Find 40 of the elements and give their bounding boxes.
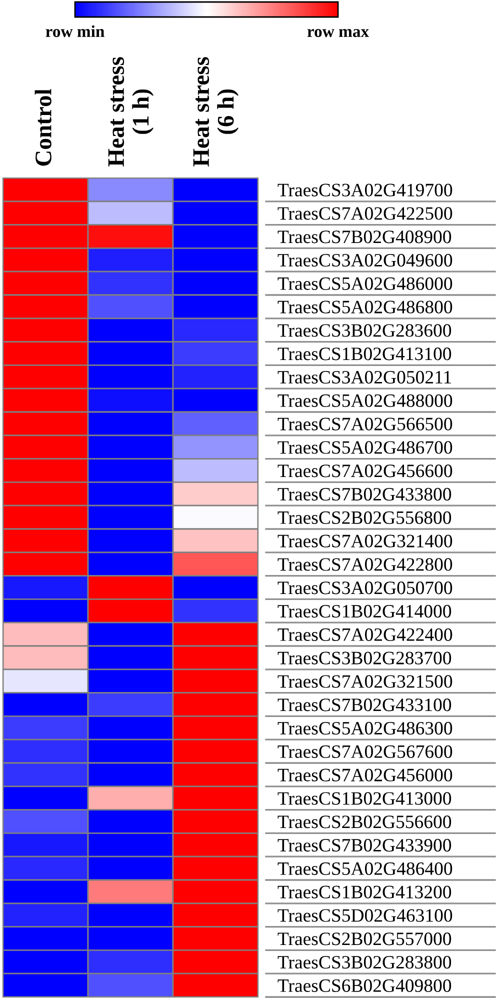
y-tick-label: TraesCS7A02G456600 xyxy=(278,464,452,478)
y-tick-label: TraesCS1B02G413100 xyxy=(278,348,452,360)
y-tick-label: TraesCS3B02G283800 xyxy=(278,956,452,969)
y-tick-label: TraesCS7A02G321400 xyxy=(278,534,452,548)
y-tick-label: TraesCS2B02G557000 xyxy=(278,932,452,946)
y-tick-label: TraesCS5A02G486400 xyxy=(278,862,452,875)
y-tick-label: TraesCS5A02G486300 xyxy=(278,722,452,735)
y-tick-label: TraesCS7B02G433900 xyxy=(278,838,452,852)
color-bar-label: row max xyxy=(307,29,370,38)
y-tick-label: TraesCS3B02G283700 xyxy=(278,652,452,664)
y-tick-label: TraesCS1B02G413000 xyxy=(278,792,452,805)
y-tick-label: TraesCS7B02G433800 xyxy=(278,488,452,501)
y-tick-label: TraesCS7B02G408900 xyxy=(278,230,452,244)
x-tick-label: Control xyxy=(34,89,52,166)
y-tick-label: TraesCS2B02G556600 xyxy=(278,816,452,828)
y-tick-label: TraesCS7A02G422400 xyxy=(278,628,452,641)
x-tick-label: Heat stress (6 h) xyxy=(193,57,239,166)
y-tick-label: TraesCS7A02G321500 xyxy=(278,675,452,688)
y-tick-label: TraesCS5A02G488000 xyxy=(278,394,452,407)
y-tick-label: TraesCS3A02G049600 xyxy=(278,254,452,267)
y-tick-label: TraesCS7A02G422800 xyxy=(278,558,452,571)
y-tick-label: TraesCS5A02G486000 xyxy=(278,277,452,290)
y-tick-label: TraesCS3A02G050700 xyxy=(278,582,452,594)
y-tick-label: TraesCS1B02G413200 xyxy=(278,886,452,898)
x-tick-label: Heat stress (1 h) xyxy=(108,57,154,166)
y-tick-label: TraesCS3B02G283600 xyxy=(278,324,452,337)
y-tick-label: TraesCS6B02G409800 xyxy=(278,979,452,992)
y-tick-label: TraesCS5A02G486700 xyxy=(278,441,452,454)
y-tick-label: TraesCS5D02G463100 xyxy=(278,909,452,922)
y-tick-label: TraesCS1B02G414000 xyxy=(278,604,452,618)
y-tick-label: TraesCS7A02G567600 xyxy=(278,745,452,758)
y-tick-label: TraesCS7B02G433100 xyxy=(278,698,452,712)
y-tick-label: TraesCS2B02G556800 xyxy=(278,511,452,524)
y-tick-label: TraesCS3A02G050211 xyxy=(278,370,451,384)
y-tick-label: TraesCS7A02G456000 xyxy=(278,768,452,782)
y-tick-label: TraesCS7A02G566500 xyxy=(278,418,452,430)
y-tick-label: TraesCS5A02G486800 xyxy=(278,300,452,314)
y-tick-label: TraesCS3A02G419700 xyxy=(278,184,452,196)
color-bar-label: row min xyxy=(46,25,104,38)
y-tick-label: TraesCS7A02G422500 xyxy=(278,207,452,220)
